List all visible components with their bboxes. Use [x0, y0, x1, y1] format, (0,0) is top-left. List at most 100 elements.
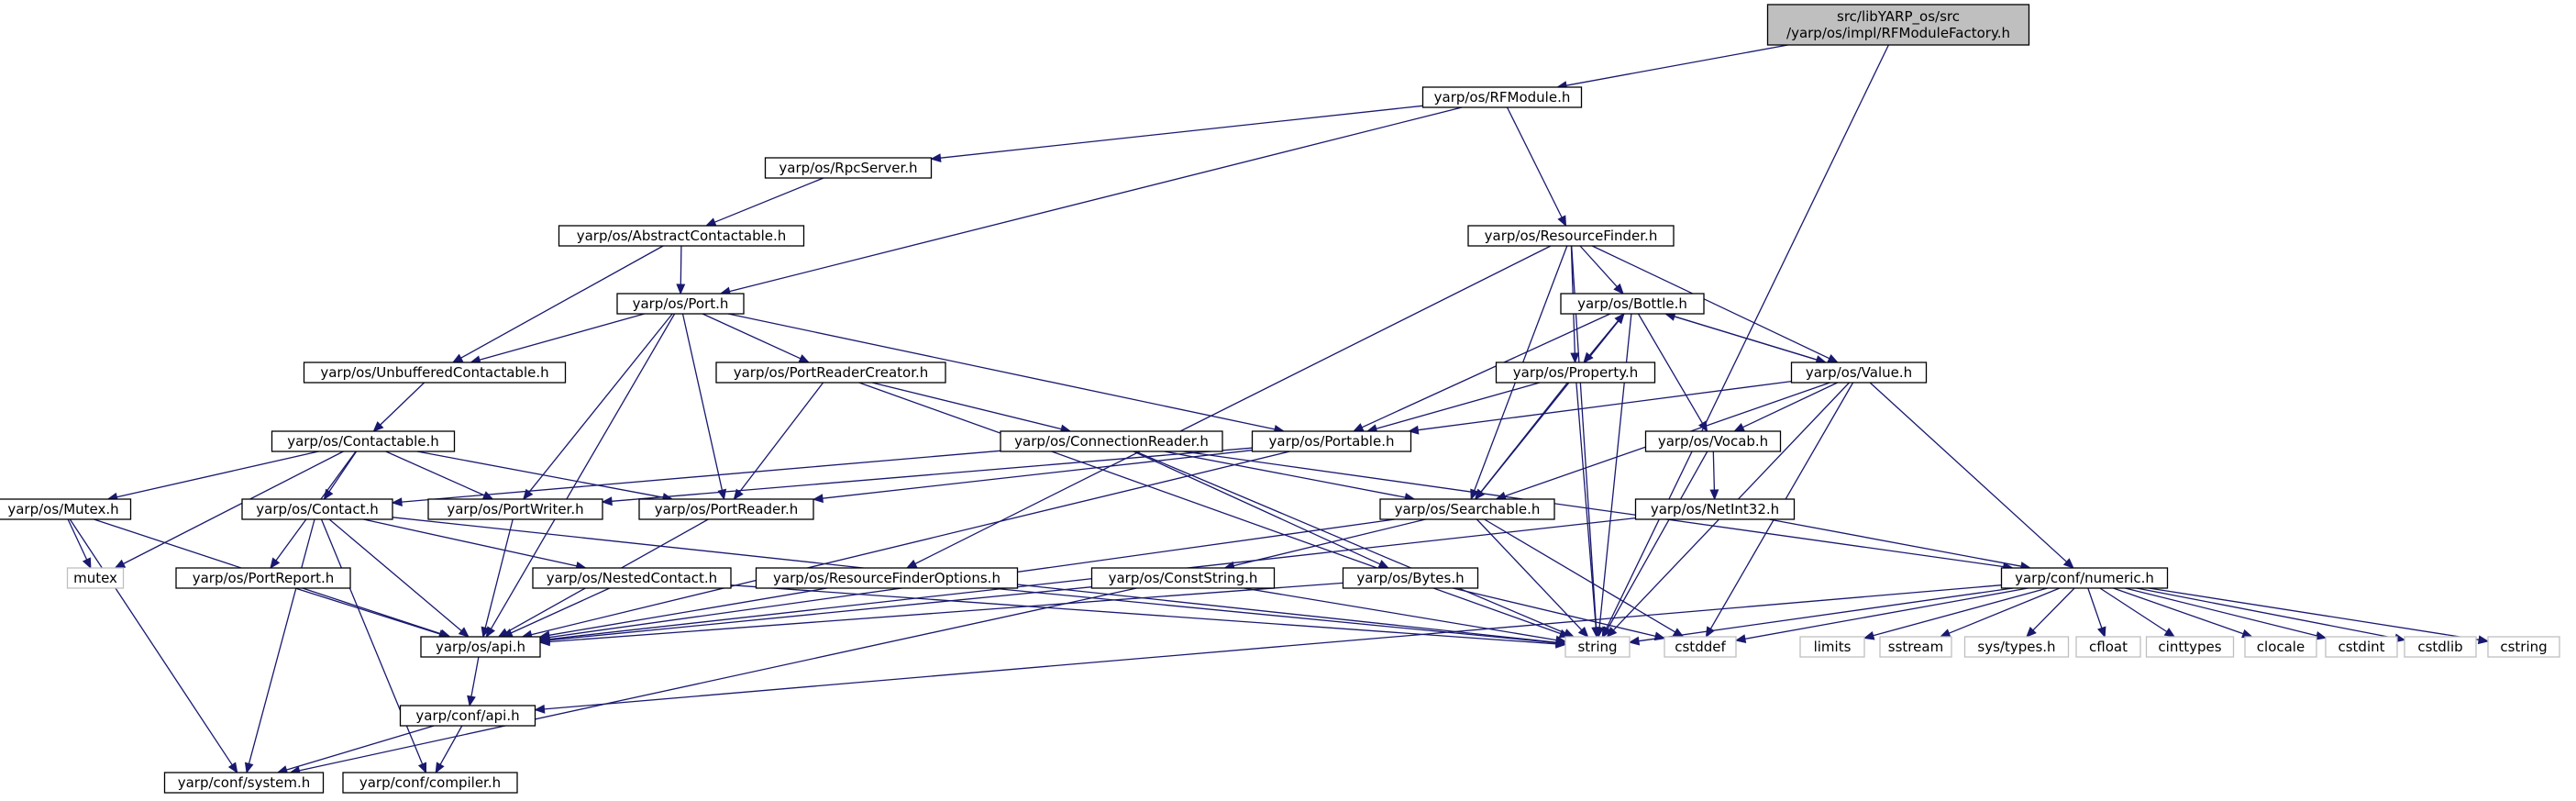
node-portable[interactable]: yarp/os/Portable.h — [1251, 430, 1412, 452]
node-box — [271, 430, 456, 452]
node-portwriter[interactable]: yarp/os/PortWriter.h — [427, 498, 603, 520]
node-unbufferedcontactable[interactable]: yarp/os/UnbufferedContactable.h — [303, 362, 567, 384]
node-box — [2325, 636, 2398, 658]
node-box — [755, 567, 1019, 589]
edge-numeric-to-systypes — [2025, 587, 2075, 638]
node-nestedcontact[interactable]: yarp/os/NestedContact.h — [532, 567, 732, 589]
node-label: yarp/os/AbstractContactable.h — [577, 228, 787, 244]
edge-numeric-to-cstring — [2149, 587, 2490, 645]
edge-conststring-to-system — [289, 587, 1137, 775]
node-label: cstddef — [1675, 639, 1726, 655]
edge-mutex_h-to-system — [69, 518, 238, 774]
edge-arrowhead — [372, 421, 384, 432]
node-portreadercreator[interactable]: yarp/os/PortReaderCreator.h — [715, 362, 946, 384]
node-abstractcontactable[interactable]: yarp/os/AbstractContactable.h — [558, 225, 805, 247]
edge-property-to-string — [1575, 382, 1601, 639]
node-resourcefinderoptions[interactable]: yarp/os/ResourceFinderOptions.h — [755, 567, 1019, 589]
edge-api_conf-to-system — [276, 725, 435, 774]
node-contact[interactable]: yarp/os/Contact.h — [241, 498, 393, 520]
node-label: mutex — [73, 570, 117, 586]
edge-arrowhead — [2477, 635, 2490, 645]
node-label: cstdlib — [2417, 639, 2462, 655]
node-label: cinttypes — [2158, 639, 2221, 655]
node-portreader[interactable]: yarp/os/PortReader.h — [638, 498, 814, 520]
edge-arrowhead — [114, 559, 127, 569]
node-label: yarp/conf/numeric.h — [2015, 570, 2154, 586]
node-box — [2145, 636, 2235, 658]
node-clocale: clocale — [2244, 636, 2317, 658]
node-portreport[interactable]: yarp/os/PortReport.h — [175, 567, 351, 589]
node-conststring[interactable]: yarp/os/ConstString.h — [1090, 567, 1276, 589]
node-label: sys/types.h — [1977, 639, 2055, 655]
node-label: yarp/os/Searchable.h — [1395, 501, 1541, 517]
edge-numeric-to-cstdint — [2125, 587, 2327, 640]
node-box — [1564, 636, 1631, 658]
node-bottle[interactable]: yarp/os/Bottle.h — [1560, 293, 1705, 315]
edge-portreport-to-api_os — [294, 587, 450, 639]
node-contactable[interactable]: yarp/os/Contactable.h — [271, 430, 456, 452]
edge-arrowhead — [601, 496, 613, 506]
node-label: yarp/os/Property.h — [1513, 364, 1638, 381]
node-searchable[interactable]: yarp/os/Searchable.h — [1379, 498, 1555, 520]
edge-arrowhead — [2163, 628, 2176, 638]
node-box — [616, 293, 745, 315]
edge-arrowhead — [1939, 629, 1951, 638]
node-port[interactable]: yarp/os/Port.h — [616, 293, 745, 315]
node-label: yarp/conf/system.h — [178, 774, 311, 791]
edge-value-to-portable — [1408, 380, 1792, 435]
edge-arrowhead — [1557, 215, 1567, 228]
node-property[interactable]: yarp/os/Property.h — [1495, 362, 1656, 384]
node-label: yarp/os/Vocab.h — [1658, 433, 1768, 450]
node-api_conf[interactable]: yarp/conf/api.h — [399, 705, 536, 727]
node-label: yarp/os/api.h — [436, 639, 525, 655]
node-label: yarp/os/Value.h — [1806, 364, 1912, 381]
node-label: yarp/os/NestedContact.h — [547, 570, 717, 586]
node-mutex: mutex — [66, 567, 125, 589]
node-box — [1799, 636, 1865, 658]
node-api_os[interactable]: yarp/os/api.h — [420, 636, 541, 658]
node-box — [558, 225, 805, 247]
edge-arrowhead — [1613, 283, 1624, 295]
node-numeric[interactable]: yarp/conf/numeric.h — [2000, 567, 2169, 589]
edge-arrowhead — [1863, 630, 1875, 640]
node-box — [1963, 636, 2070, 658]
edge-numeric-to-limits — [1863, 587, 2048, 640]
node-label: yarp/os/Contact.h — [256, 501, 379, 517]
edge-property-to-searchable — [1474, 382, 1568, 501]
node-rpcserver[interactable]: yarp/os/RpcServer.h — [764, 157, 933, 179]
node-sstream: sstream — [1879, 636, 1952, 658]
node-vocab[interactable]: yarp/os/Vocab.h — [1644, 430, 1782, 452]
node-label: yarp/conf/compiler.h — [359, 774, 501, 791]
node-box — [1790, 362, 1928, 384]
node-box — [1879, 636, 1952, 658]
node-compiler[interactable]: yarp/conf/compiler.h — [342, 772, 518, 794]
node-bytes[interactable]: yarp/os/Bytes.h — [1342, 567, 1479, 589]
edge-arrowhead — [1577, 627, 1589, 638]
edge-arrowhead — [717, 488, 727, 501]
node-label: yarp/os/Port.h — [633, 295, 729, 312]
edge-portwriter-to-api_os — [481, 518, 514, 639]
edge-vocab-to-netint32 — [1709, 451, 1719, 501]
edge-rfmodule-to-port — [719, 106, 1463, 296]
node-netint32[interactable]: yarp/os/NetInt32.h — [1634, 498, 1796, 520]
edge-connectionreader-to-searchable — [1164, 451, 1416, 502]
node-value[interactable]: yarp/os/Value.h — [1790, 362, 1928, 384]
node-connectionreader[interactable]: yarp/os/ConnectionReader.h — [1000, 430, 1223, 452]
node-root: src/libYARP_os/src/yarp/os/impl/RFModule… — [1766, 4, 2030, 46]
edge-arrowhead — [435, 762, 445, 774]
node-box — [175, 567, 351, 589]
edge-arrowhead — [2062, 558, 2074, 569]
node-system[interactable]: yarp/conf/system.h — [163, 772, 325, 794]
node-resourcefinder[interactable]: yarp/os/ResourceFinder.h — [1467, 225, 1675, 247]
edge-arrowhead — [1827, 354, 1839, 363]
node-label: /yarp/os/impl/RFModuleFactory.h — [1786, 25, 2010, 41]
edge-numeric-to-clocale — [2113, 587, 2253, 639]
node-label: yarp/os/PortReport.h — [193, 570, 335, 586]
node-box — [1379, 498, 1555, 520]
edge-arrowhead — [930, 153, 942, 162]
edge-property-to-bottle — [1583, 313, 1625, 363]
edge-arrowhead — [417, 762, 426, 774]
node-rfmodule[interactable]: yarp/os/RFModule.h — [1421, 86, 1583, 108]
node-mutex_h[interactable]: yarp/os/Mutex.h — [0, 498, 132, 520]
node-box — [1644, 430, 1782, 452]
